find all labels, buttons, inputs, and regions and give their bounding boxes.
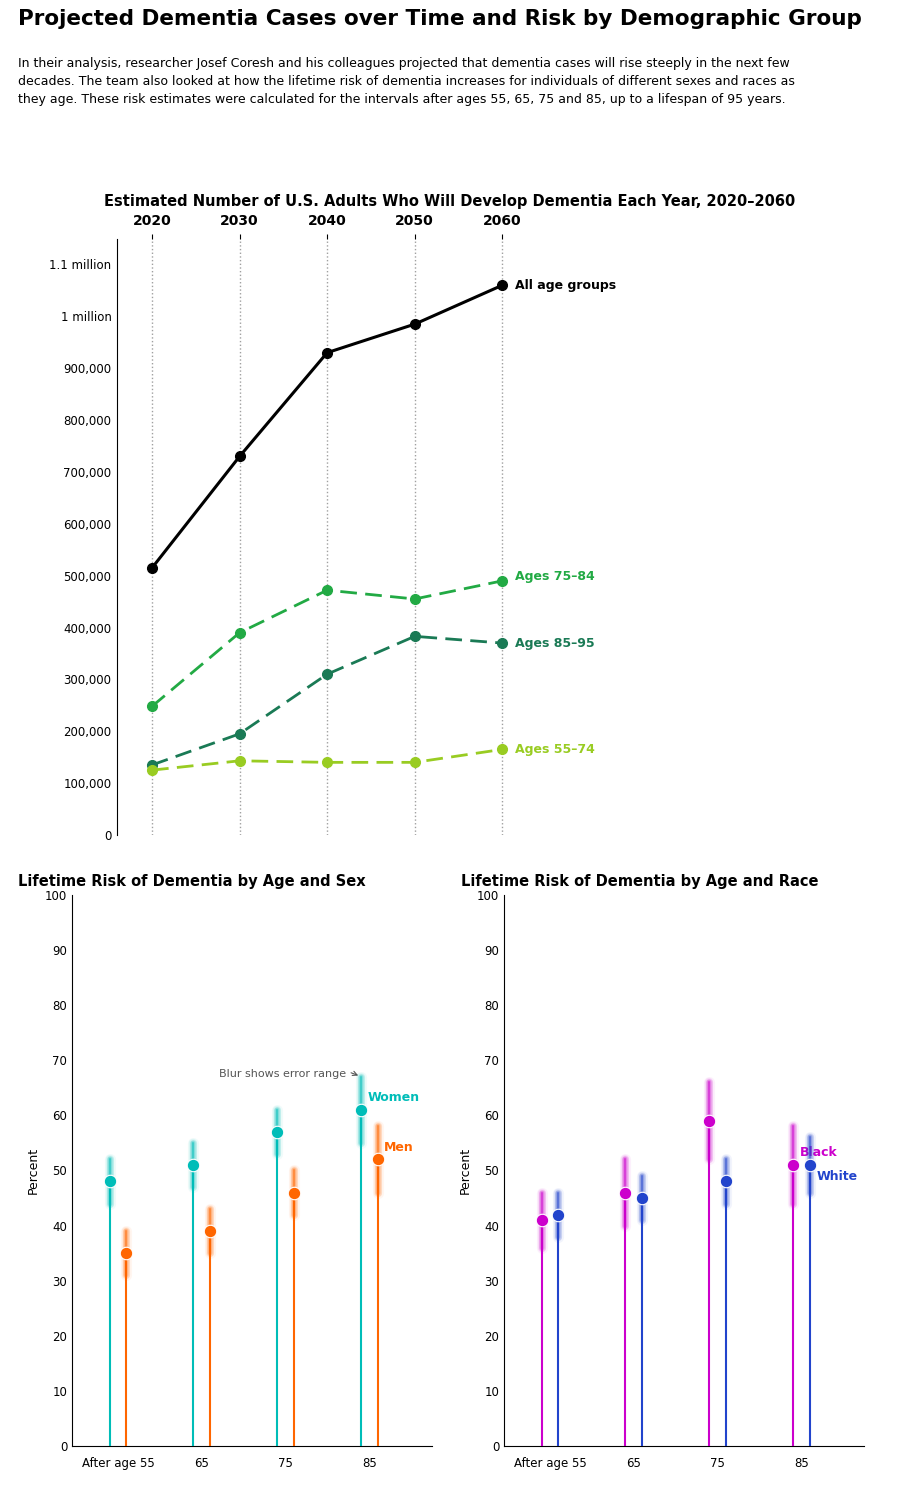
Text: Lifetime Risk of Dementia by Age and Sex: Lifetime Risk of Dementia by Age and Sex: [18, 874, 365, 889]
Y-axis label: Percent: Percent: [26, 1147, 40, 1194]
Text: Lifetime Risk of Dementia by Age and Race: Lifetime Risk of Dementia by Age and Rac…: [461, 874, 818, 889]
Text: Ages 55–74: Ages 55–74: [516, 743, 595, 756]
Text: Women: Women: [367, 1091, 419, 1105]
Text: White: White: [816, 1170, 858, 1184]
Text: Men: Men: [384, 1141, 414, 1154]
Text: Ages 85–95: Ages 85–95: [516, 637, 595, 650]
Y-axis label: Percent: Percent: [458, 1147, 472, 1194]
Text: Blur shows error range: Blur shows error range: [219, 1069, 357, 1078]
Text: Ages 75–84: Ages 75–84: [516, 570, 595, 583]
Text: Black: Black: [799, 1147, 837, 1160]
Text: All age groups: All age groups: [516, 279, 616, 292]
Text: Projected Dementia Cases over Time and Risk by Demographic Group: Projected Dementia Cases over Time and R…: [18, 9, 862, 28]
Text: Estimated Number of U.S. Adults Who Will Develop Dementia Each Year, 2020–2060: Estimated Number of U.S. Adults Who Will…: [104, 194, 796, 209]
Text: In their analysis, researcher Josef Coresh and his colleagues projected that dem: In their analysis, researcher Josef Core…: [18, 57, 795, 106]
